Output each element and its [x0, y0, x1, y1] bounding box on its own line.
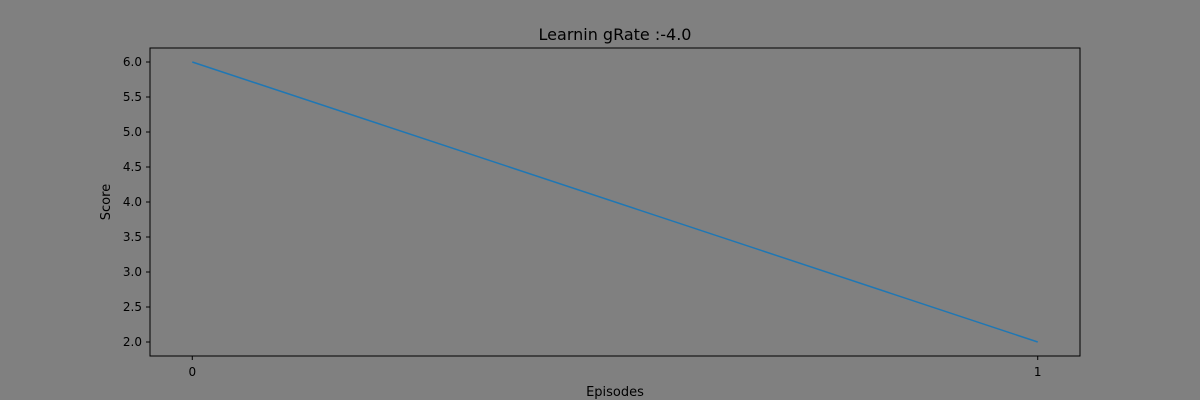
series-line-0: [192, 61, 1038, 343]
y-tick-label: 3.0: [123, 265, 142, 279]
y-tick-label: 5.0: [123, 125, 142, 139]
y-tick-label: 4.0: [123, 195, 142, 209]
x-tick-label: 0: [188, 365, 196, 379]
x-tick-label: 1: [1034, 365, 1042, 379]
y-tick-label: 2.5: [123, 300, 142, 314]
y-tick-label: 5.5: [123, 90, 142, 104]
y-tick-label: 3.5: [123, 230, 142, 244]
y-axis-label: Score: [99, 184, 114, 220]
y-tick-label: 4.5: [123, 160, 142, 174]
y-tick-label: 6.0: [123, 55, 142, 69]
y-tick-label: 2.0: [123, 335, 142, 349]
chart-title: Learnin gRate :-4.0: [539, 25, 692, 44]
x-axis-label: Episodes: [586, 385, 644, 400]
